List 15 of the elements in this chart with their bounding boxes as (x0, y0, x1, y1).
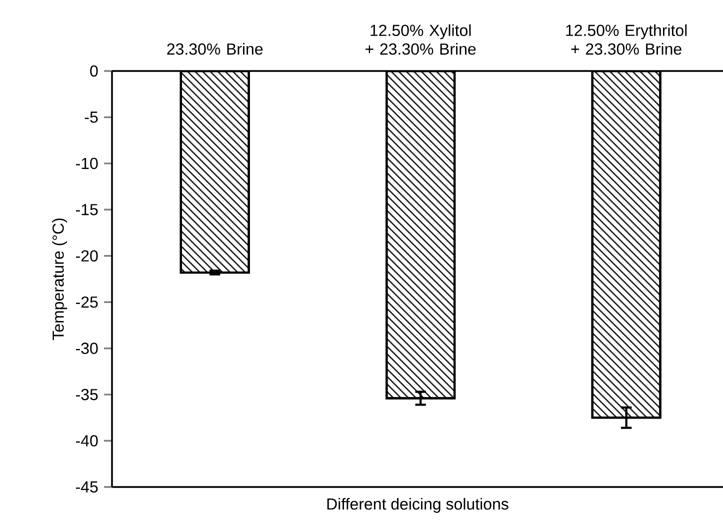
y-axis-title: Temperature (°C) (52, 218, 68, 340)
y-tick-label: -15 (76, 204, 98, 216)
y-tick-label: 0 (90, 65, 98, 77)
y-tick-label: -5 (84, 112, 98, 123)
y-tick-label: -40 (76, 435, 98, 446)
y-tick-label: -20 (76, 250, 98, 262)
x-tick-label: 12.50% Erythritol + 23.30% Brine (566, 24, 687, 55)
y-tick-label: -35 (76, 388, 98, 400)
y-tick-label: -45 (76, 481, 98, 493)
y-tick-label: -30 (76, 342, 98, 354)
x-tick-label: 12.50% Xylitol + 23.30% Brine (366, 24, 476, 55)
y-tick-label: -10 (76, 158, 98, 170)
x-tick-label: 23.30% Brine (167, 42, 263, 55)
y-tick-label: -25 (76, 296, 98, 308)
x-axis-title: Different deicing solutions (327, 498, 508, 513)
